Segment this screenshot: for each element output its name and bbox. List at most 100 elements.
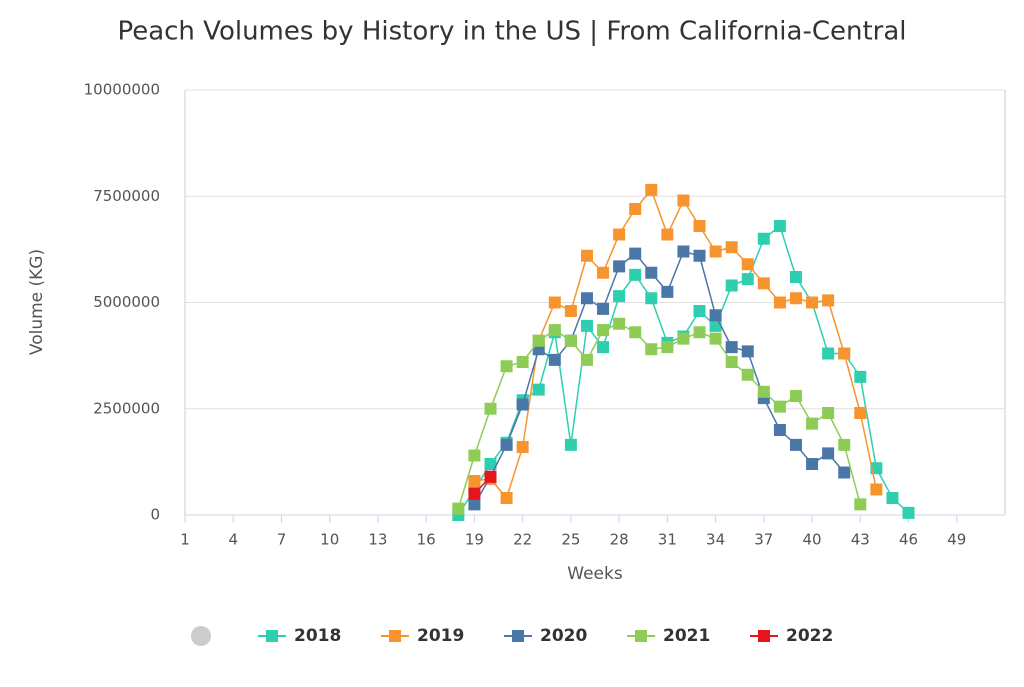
- data-point: [661, 341, 674, 354]
- data-point: [500, 492, 513, 504]
- data-point: [822, 294, 835, 307]
- data-point: [597, 324, 610, 337]
- data-point: [709, 319, 722, 332]
- y-tick-label: 2500000: [93, 399, 160, 417]
- legend-label[interactable]: 2018: [294, 626, 341, 646]
- data-point: [677, 194, 690, 207]
- data-point: [725, 279, 738, 292]
- data-point: [468, 487, 481, 500]
- data-point: [613, 290, 626, 303]
- x-tick-label: 7: [277, 531, 287, 549]
- legend-label[interactable]: 2022: [786, 626, 833, 646]
- data-point: [516, 356, 529, 368]
- data-point: [773, 296, 786, 309]
- chart-title: Peach Volumes by History in the US | Fro…: [117, 17, 906, 47]
- data-point: [677, 332, 690, 345]
- data-point: [532, 334, 545, 347]
- data-point: [661, 228, 674, 241]
- x-tick-label: 19: [465, 531, 484, 549]
- legend-marker: [758, 630, 770, 642]
- x-tick-label: 43: [851, 531, 870, 549]
- data-point: [757, 232, 770, 245]
- data-point: [902, 506, 915, 519]
- data-point: [709, 332, 722, 345]
- data-point: [806, 296, 819, 309]
- data-point: [789, 292, 802, 305]
- data-point: [580, 319, 593, 332]
- data-point: [709, 245, 722, 258]
- data-point: [693, 249, 706, 262]
- data-point: [564, 438, 577, 451]
- data-point: [854, 407, 867, 419]
- data-point: [468, 449, 481, 462]
- x-tick-label: 13: [368, 531, 387, 549]
- legend-label[interactable]: 2021: [663, 626, 710, 646]
- data-point: [854, 498, 867, 511]
- data-point: [838, 347, 851, 360]
- data-point: [548, 296, 561, 309]
- data-point: [532, 383, 545, 396]
- data-point: [629, 247, 642, 260]
- data-point: [548, 324, 561, 337]
- x-tick-label: 28: [610, 531, 629, 549]
- data-point: [693, 326, 706, 339]
- data-point: [613, 317, 626, 330]
- data-point: [645, 343, 658, 356]
- data-point: [854, 370, 867, 383]
- x-tick-label: 49: [947, 531, 966, 549]
- data-point: [741, 345, 754, 358]
- data-point: [548, 353, 561, 366]
- x-tick-label: 4: [228, 531, 238, 549]
- data-point: [693, 305, 706, 317]
- data-point: [500, 438, 513, 451]
- data-point: [516, 441, 529, 453]
- legend-marker: [266, 630, 278, 642]
- data-point: [757, 385, 770, 398]
- x-tick-label: 37: [754, 531, 773, 549]
- data-point: [468, 475, 481, 487]
- legend-label[interactable]: 2019: [417, 626, 464, 646]
- data-point: [741, 368, 754, 381]
- data-point: [806, 458, 819, 470]
- y-tick-label: 5000000: [93, 293, 160, 311]
- x-tick-label: 10: [320, 531, 339, 549]
- data-point: [838, 466, 851, 479]
- data-point: [757, 277, 770, 290]
- data-point: [693, 220, 706, 232]
- x-tick-label: 40: [803, 531, 822, 549]
- series-line: [473, 250, 845, 505]
- data-point: [597, 302, 610, 315]
- y-axis-label: Volume (KG): [27, 249, 47, 355]
- x-tick-label: 46: [899, 531, 918, 549]
- x-axis-label: Weeks: [567, 564, 623, 584]
- x-tick-label: 1: [180, 531, 190, 549]
- data-point: [789, 271, 802, 283]
- legend-marker: [512, 630, 524, 642]
- data-point: [645, 292, 658, 305]
- data-point: [725, 341, 738, 354]
- data-point: [822, 347, 835, 360]
- data-point: [629, 268, 642, 281]
- data-point: [613, 228, 626, 241]
- legend-label[interactable]: 2020: [540, 626, 587, 646]
- data-point: [597, 341, 610, 354]
- data-point: [773, 424, 786, 436]
- data-point: [838, 438, 851, 451]
- data-point: [725, 241, 738, 254]
- data-point: [645, 183, 658, 196]
- data-point: [500, 360, 513, 373]
- data-point: [613, 260, 626, 273]
- data-point: [516, 398, 529, 411]
- x-tick-label: 16: [417, 531, 436, 549]
- legend-marker: [389, 630, 401, 642]
- legend-toggle[interactable]: [191, 626, 211, 646]
- x-tick-label: 25: [561, 531, 580, 549]
- data-point: [773, 220, 786, 232]
- data-point: [484, 458, 497, 470]
- data-point: [870, 462, 883, 475]
- data-point: [597, 266, 610, 279]
- data-point: [452, 502, 465, 515]
- data-point: [677, 245, 690, 258]
- data-point: [564, 334, 577, 347]
- data-point: [789, 438, 802, 451]
